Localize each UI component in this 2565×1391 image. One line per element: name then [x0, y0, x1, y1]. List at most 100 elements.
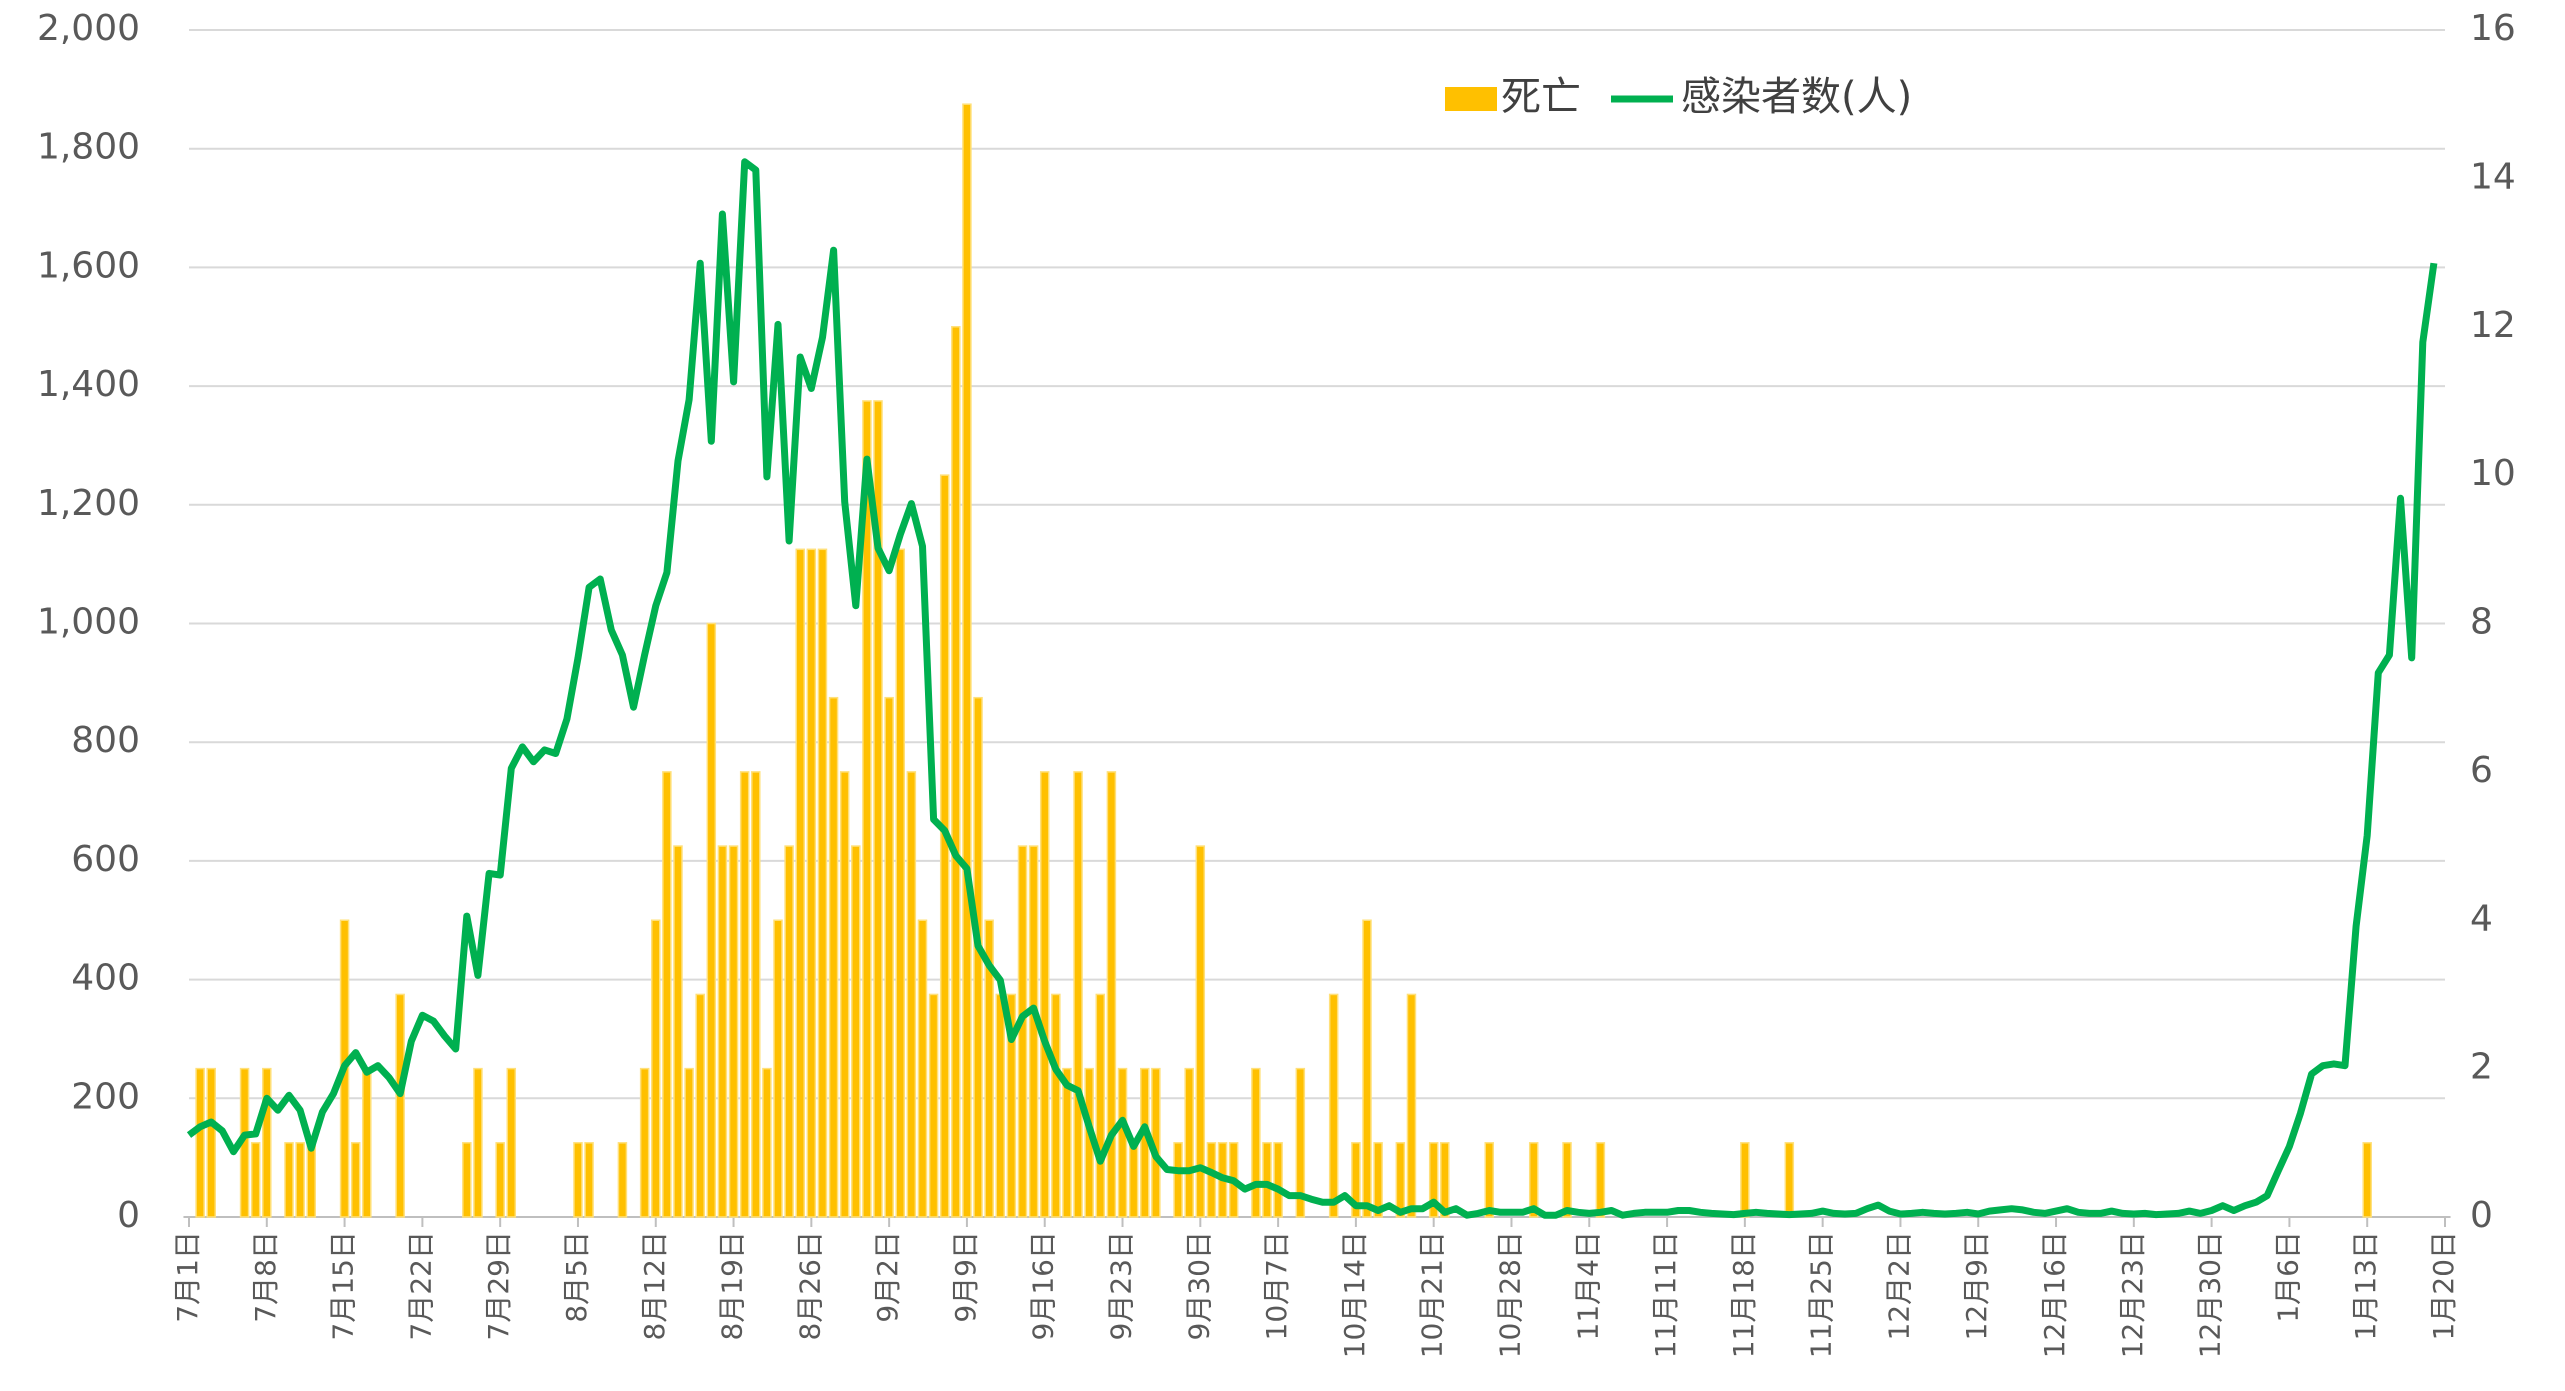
bar	[506, 1067, 517, 1218]
bar	[250, 1142, 261, 1218]
bar	[684, 1067, 694, 1218]
bar	[1740, 1142, 1750, 1218]
x-tick-label: 9月30日	[1182, 1231, 1215, 1340]
y-tick-label: 600	[71, 839, 140, 880]
bar	[1062, 1067, 1072, 1218]
bar	[350, 1142, 361, 1218]
bar	[806, 548, 817, 1218]
bar	[1006, 993, 1017, 1218]
bar	[462, 1142, 472, 1218]
y2-tick-label: 4	[2470, 898, 2493, 939]
bar	[1784, 1142, 1795, 1218]
bar	[495, 1142, 505, 1218]
y2-tick-label: 2	[2470, 1047, 2493, 1088]
bar	[1184, 1067, 1194, 1218]
bar	[839, 771, 850, 1218]
bar	[1117, 1067, 1128, 1218]
bar	[1528, 1142, 1539, 1218]
bar	[1295, 1067, 1306, 1218]
bar	[851, 845, 861, 1218]
bar	[784, 845, 794, 1218]
y-tick-label: 400	[71, 958, 140, 999]
legend-label: 感染者数(人)	[1681, 74, 1912, 120]
bar	[1562, 1142, 1572, 1218]
bar	[762, 1067, 772, 1218]
bar	[817, 548, 828, 1218]
x-tick-label: 12月30日	[2194, 1231, 2227, 1358]
bar	[1128, 1142, 1139, 1218]
y2-tick-label: 14	[2470, 156, 2516, 197]
y2-tick-label: 6	[2470, 750, 2493, 791]
bar	[473, 1067, 483, 1218]
x-tick-label: 8月19日	[716, 1231, 749, 1340]
bar	[1206, 1142, 1217, 1218]
x-tick-label: 7月8日	[249, 1231, 282, 1323]
bar	[773, 919, 783, 1218]
bar	[2362, 1142, 2372, 1218]
x-tick-label: 11月4日	[1571, 1231, 1604, 1340]
x-tick-label: 9月2日	[871, 1231, 904, 1323]
bar	[739, 771, 750, 1218]
y-tick-label: 1,600	[37, 245, 140, 286]
bar	[1173, 1142, 1183, 1218]
bar	[1328, 993, 1339, 1218]
bar	[639, 1067, 650, 1218]
y-tick-label: 1,200	[37, 483, 140, 524]
bar	[584, 1142, 594, 1218]
bar	[906, 771, 917, 1218]
bar	[1195, 845, 1206, 1218]
x-tick-label: 7月15日	[327, 1231, 360, 1340]
bar	[1351, 1142, 1361, 1218]
x-tick-label: 10月21日	[1416, 1231, 1449, 1358]
bar	[862, 400, 872, 1218]
bar	[917, 919, 928, 1218]
bar	[1251, 1067, 1261, 1218]
x-tick-label: 7月1日	[171, 1231, 204, 1323]
y2-tick-label: 10	[2470, 453, 2516, 494]
x-tick-label: 9月23日	[1105, 1231, 1138, 1340]
bar	[617, 1142, 628, 1218]
x-tick-label: 12月16日	[2038, 1231, 2071, 1358]
bar	[362, 1067, 372, 1218]
bar	[706, 622, 717, 1218]
bar	[1373, 1142, 1383, 1218]
bar	[1362, 919, 1372, 1218]
bar	[928, 993, 939, 1218]
bar	[662, 771, 672, 1218]
y-tick-label: 2,000	[37, 8, 140, 49]
x-tick-label: 10月7日	[1260, 1231, 1293, 1340]
x-tick-label: 8月5日	[560, 1231, 593, 1323]
bar	[995, 993, 1006, 1218]
bar	[1028, 845, 1039, 1218]
bar	[1017, 845, 1028, 1218]
y-tick-label: 200	[71, 1076, 140, 1117]
bar	[984, 919, 994, 1218]
bar	[1106, 771, 1117, 1218]
legend-label: 死亡	[1501, 74, 1581, 120]
bar	[717, 845, 728, 1218]
x-tick-label: 1月6日	[2271, 1231, 2304, 1323]
bar	[795, 548, 805, 1218]
y2-tick-label: 16	[2470, 8, 2516, 49]
bar	[295, 1142, 305, 1218]
bar	[884, 696, 894, 1218]
x-tick-label: 12月23日	[2116, 1231, 2149, 1358]
line	[186, 158, 2438, 1219]
bar	[395, 993, 405, 1218]
bar	[1039, 771, 1050, 1218]
y-tick-label: 800	[71, 720, 140, 761]
x-tick-label: 1月20日	[2427, 1231, 2460, 1340]
bar	[262, 1067, 272, 1218]
x-tick-label: 8月12日	[638, 1231, 671, 1340]
bar	[651, 919, 661, 1218]
bar	[1051, 993, 1061, 1218]
y2-tick-label: 0	[2470, 1195, 2493, 1236]
bar	[206, 1067, 216, 1218]
x-tick-label: 8月26日	[793, 1231, 826, 1340]
bar	[1440, 1142, 1450, 1218]
bar	[828, 696, 839, 1218]
bar	[1273, 1142, 1283, 1218]
bar	[1484, 1142, 1495, 1218]
bar	[1595, 1142, 1606, 1218]
